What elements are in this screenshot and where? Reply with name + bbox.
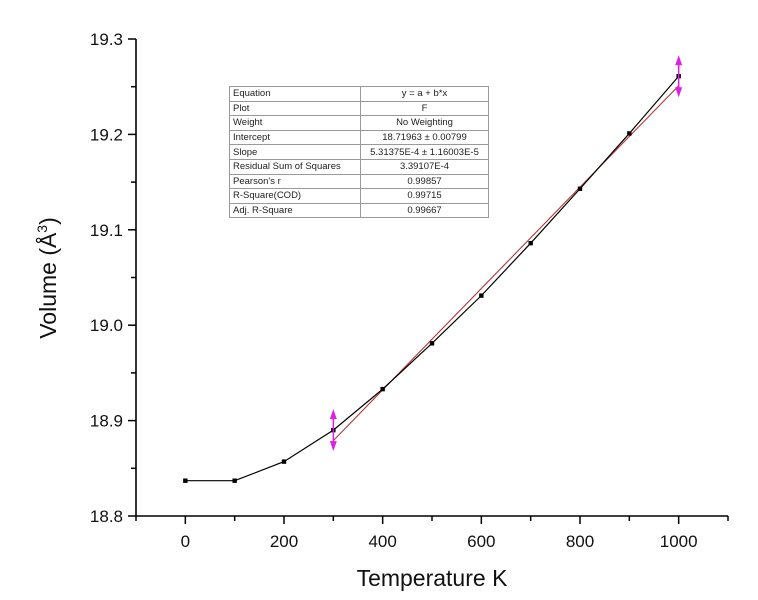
fit-table-key: R-Square(COD): [229, 188, 361, 204]
y-tick-label: 19.0: [90, 316, 123, 335]
fit-range-arrow-up: [675, 55, 683, 66]
fit-table-key: Residual Sum of Squares: [229, 158, 361, 175]
fit-table-row: R-Square(COD) 0.99715: [229, 188, 489, 204]
y-tick-label: 18.8: [90, 507, 123, 526]
data-point: [627, 131, 632, 136]
y-axis-title: Volume (Å3): [34, 217, 61, 339]
fit-table-value: 18.71963 ± 0.00799: [360, 129, 489, 146]
fit-table-key: Plot: [229, 100, 361, 117]
fit-range-arrow-up: [329, 409, 337, 420]
fit-table-row: Residual Sum of Squares 3.39107E-4: [229, 158, 489, 175]
fit-table-value: 5.31375E-4 ± 1.16003E-5: [360, 144, 489, 160]
fit-table-value: 3.39107E-4: [360, 158, 489, 175]
fit-range-arrow-down: [675, 87, 683, 98]
fit-range-arrow-down: [329, 441, 337, 452]
data-point: [232, 478, 237, 483]
y-axis-title-main: Volume (Å: [34, 232, 61, 339]
x-ticks: 0 200 400 600 800 1000: [135, 516, 729, 551]
fit-table-value: No Weighting: [360, 115, 489, 131]
x-tick-label: 400: [368, 532, 396, 551]
fit-table-value: F: [360, 100, 489, 117]
fit-table-value: 0.99667: [360, 202, 489, 219]
x-tick-label: 600: [467, 532, 495, 551]
x-tick-label: 800: [566, 532, 594, 551]
fit-table-row: Weight No Weighting: [229, 115, 489, 131]
fit-table-row: Adj. R-Square 0.99667: [229, 202, 489, 219]
y-tick-label: 19.3: [90, 30, 123, 49]
fit-results-table: Equation y = a + b*x Plot F Weight No Weighti…: [229, 86, 489, 219]
data-point: [479, 293, 484, 298]
data-point: [380, 386, 385, 392]
fit-table-row: Intercept 18.71963 ± 0.00799: [229, 129, 489, 146]
fit-table-value: y = a + b*x: [360, 86, 489, 102]
fit-table-key: Weight: [229, 115, 361, 131]
fit-table-value: 0.99857: [360, 173, 489, 190]
y-tick-label: 18.9: [90, 412, 123, 431]
fit-table-row: Plot F: [229, 100, 489, 117]
data-point: [577, 186, 583, 191]
data-point: [183, 478, 188, 483]
fit-table-key: Slope: [229, 144, 361, 160]
y-ticks: 18.8 18.9 19.0 19.1 19.2 19.3: [90, 30, 136, 526]
fit-table-row: Equation y = a + b*x: [229, 86, 489, 102]
fit-table-value: 0.99715: [360, 188, 489, 204]
y-axis-title-close: ): [35, 217, 61, 225]
fit-table-row: Slope 5.31375E-4 ± 1.16003E-5: [229, 144, 489, 160]
y-tick-label: 19.2: [90, 125, 123, 144]
x-tick-label: 0: [181, 532, 190, 551]
fit-range-markers: [329, 55, 683, 452]
y-tick-label: 19.1: [90, 221, 123, 240]
fit-table-key: Pearson's r: [229, 173, 361, 190]
data-point: [528, 240, 533, 246]
x-tick-label: 1000: [660, 532, 698, 551]
x-axis-title: Temperature K: [357, 565, 509, 591]
data-point: [281, 459, 287, 464]
x-tick-label: 200: [270, 532, 298, 551]
fit-table-key: Intercept: [229, 129, 361, 146]
fit-table-row: Pearson's r 0.99857: [229, 173, 489, 190]
y-axis-title-sup: 3: [34, 225, 50, 233]
data-point: [429, 341, 435, 346]
fit-table-key: Adj. R-Square: [229, 202, 361, 219]
fit-table-key: Equation: [229, 86, 361, 102]
